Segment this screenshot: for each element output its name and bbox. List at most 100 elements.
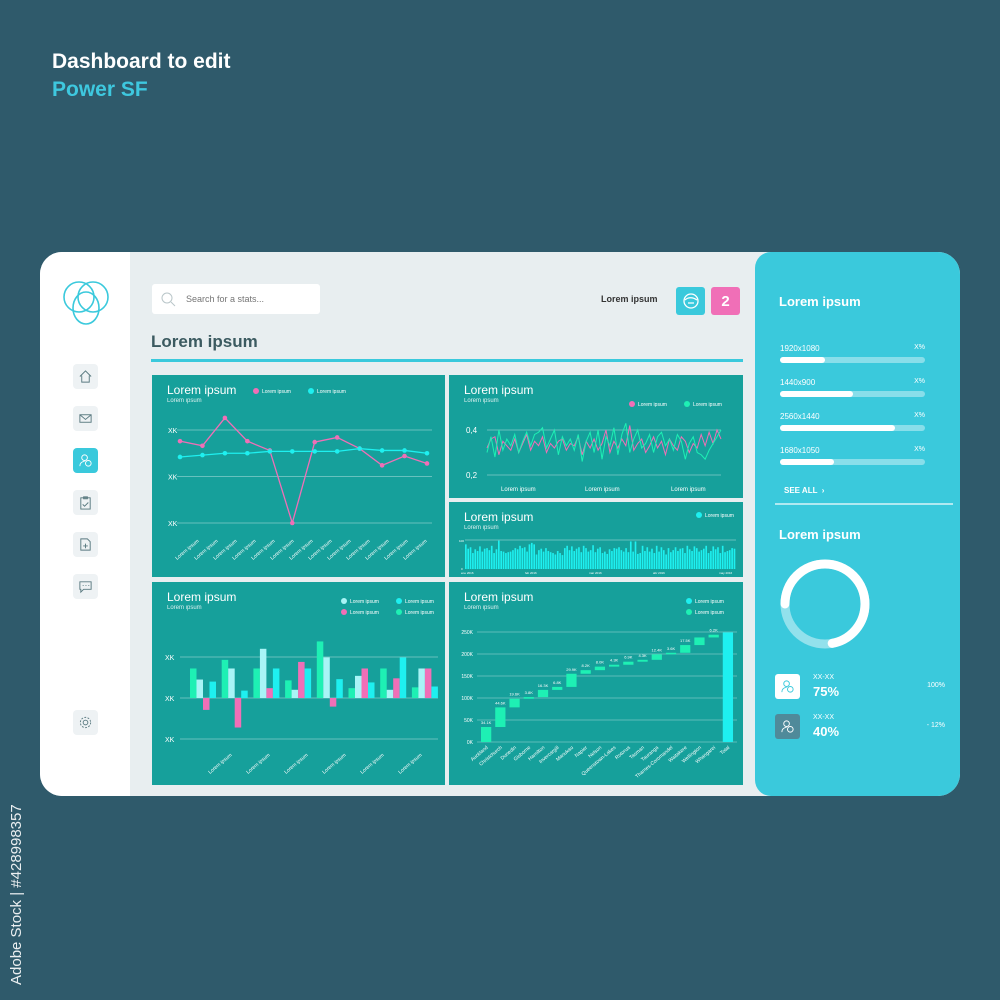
stat-change: 100% (927, 682, 945, 689)
x-tick-label: ene 2016 (461, 571, 474, 575)
legend-label: Lorem ipsum (695, 599, 724, 605)
legend-marker (686, 598, 692, 604)
bar (648, 551, 651, 569)
x-tick-label: may 2016 (719, 571, 733, 575)
line-chart-panel: Lorem ipsum Lorem ipsum XK XK XK Lorem ipsu… (152, 375, 445, 577)
bar (486, 548, 488, 569)
bar (639, 553, 642, 569)
x-tick-label: Lorem ipsum (207, 752, 233, 775)
sidebar-item-documents[interactable] (73, 532, 98, 557)
bar (537, 689, 549, 698)
bar (694, 637, 705, 646)
bar (228, 668, 235, 698)
home-icon (79, 370, 92, 383)
panel-title: Lorem ipsum (464, 383, 534, 397)
data-point (222, 450, 228, 456)
panel-title: Lorem ipsum (167, 383, 237, 397)
bar (512, 550, 514, 569)
resolution-row: 1920x1080 X% (780, 344, 925, 363)
bar (336, 679, 343, 698)
bar (505, 553, 507, 569)
data-point (402, 448, 407, 453)
profile-button[interactable] (676, 287, 705, 315)
bar (686, 545, 689, 569)
bar (615, 548, 618, 569)
sidebar-item-home[interactable] (73, 364, 98, 389)
x-tick-label: Total (719, 745, 731, 756)
data-label: 29.9K (566, 667, 577, 672)
progress-track (780, 425, 925, 431)
see-all-link[interactable]: SEE ALL › (784, 486, 824, 495)
legend-label: Lorem ipsum (638, 402, 667, 408)
data-label: 6.9K (624, 655, 633, 660)
bar (411, 687, 419, 698)
sidebar-item-chat[interactable] (73, 574, 98, 599)
search-input[interactable] (186, 294, 306, 304)
data-point (245, 450, 250, 456)
y-tick-label: 200K (461, 652, 473, 658)
y-tick-label: 0,4 (466, 426, 478, 435)
bar (509, 698, 520, 708)
bar (556, 551, 559, 569)
sidebar-item-users[interactable] (73, 448, 98, 473)
bar (514, 548, 517, 569)
bar (472, 553, 474, 569)
search-box[interactable] (152, 284, 320, 314)
resolution-value: X% (914, 446, 925, 453)
bar (705, 545, 708, 569)
bar (526, 551, 528, 569)
bar (712, 546, 715, 569)
bar (684, 553, 686, 569)
bar (707, 553, 710, 569)
legend-marker (341, 598, 347, 604)
progress-track (780, 357, 925, 363)
resolution-row: 1440x900 X% (780, 378, 925, 397)
bar (566, 673, 577, 687)
bar (196, 679, 203, 698)
bar (502, 551, 505, 569)
progress-track (780, 391, 925, 397)
bar (316, 641, 324, 698)
bar (596, 548, 599, 569)
bar (573, 551, 576, 569)
gear-icon (79, 716, 92, 729)
x-tick-label: Lorem ipsum (397, 752, 423, 775)
bar (386, 689, 394, 698)
bar (533, 544, 535, 569)
bar (516, 549, 519, 569)
bar (535, 554, 538, 569)
donut-chart (780, 559, 870, 649)
legend-marker (341, 609, 347, 615)
bar (629, 541, 632, 569)
x-tick-label: Lorem ipsum (321, 752, 347, 775)
progress-fill (780, 425, 895, 431)
bar (418, 668, 425, 698)
bar (298, 661, 305, 698)
data-point (402, 453, 407, 459)
data-label: 8.2K (582, 663, 591, 668)
resolution-value: X% (914, 378, 925, 385)
legend-label: Lorem ipsum (262, 389, 291, 395)
bar (698, 551, 700, 569)
legend-marker (629, 401, 635, 407)
bar (708, 634, 719, 638)
bar (589, 550, 592, 569)
data-label: 44.6K (495, 700, 506, 705)
bar (476, 551, 479, 569)
bar (540, 548, 543, 569)
bar (329, 698, 337, 707)
bar (681, 548, 684, 569)
bar (530, 542, 533, 569)
series-line (486, 425, 722, 457)
panel-subtitle: Lorem ipsum (167, 605, 202, 611)
legend-marker (396, 609, 402, 615)
y-tick-label: 0 (461, 567, 463, 571)
sidebar-item-tasks[interactable] (73, 490, 98, 515)
notifications-badge[interactable]: 2 (711, 287, 740, 315)
sidebar-item-mail[interactable] (73, 406, 98, 431)
bar (528, 544, 531, 569)
sidebar-item-settings[interactable] (73, 710, 98, 735)
bar (538, 550, 540, 569)
progress-fill (780, 459, 834, 465)
page-heading: Dashboard to edit (52, 50, 231, 73)
